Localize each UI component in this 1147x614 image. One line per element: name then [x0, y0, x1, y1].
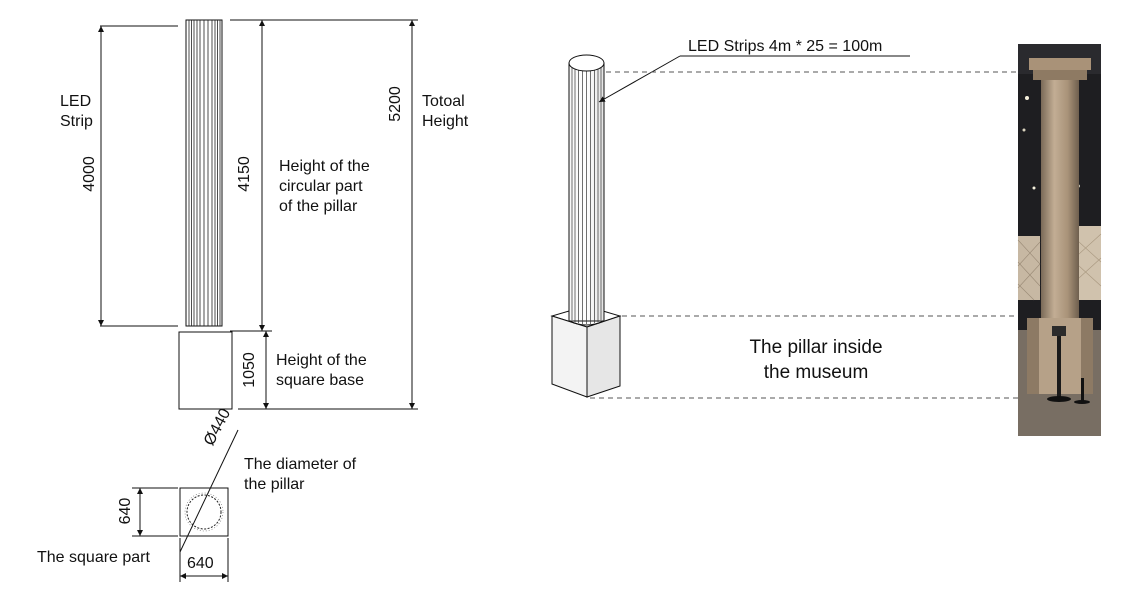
plan-view [179, 429, 239, 553]
square-horizontal-value: 640 [187, 555, 214, 572]
base-height-label: Height of the square base [276, 352, 367, 389]
guide-lines [590, 71, 1088, 399]
dimension-square-vertical [132, 487, 178, 537]
dimension-led-length [98, 25, 178, 327]
museum-caption: The pillar inside the museum [749, 337, 883, 383]
flute-lines [188, 20, 221, 326]
diameter-label: The diameter of the pillar [244, 456, 357, 493]
total-height-value: 5200 [387, 86, 404, 122]
square-vertical-value: 640 [117, 497, 134, 525]
dimension-square-horizontal [179, 538, 229, 582]
diameter-leader [179, 429, 239, 553]
led-length-value: 4000 [81, 156, 98, 192]
isometric-pillar [550, 54, 622, 398]
total-height-label: Totoal Height [422, 93, 469, 130]
dimension-total-height [262, 19, 418, 410]
circular-height-value: 4150 [236, 156, 253, 192]
circular-height-label: Height of the circular part of the pilla… [279, 158, 370, 215]
base-height-value: 1050 [241, 352, 258, 388]
elevation-base [178, 331, 233, 410]
square-part-label: The square part [37, 549, 150, 566]
led-strip-label: LED Strip [60, 93, 93, 130]
dimension-base-height [238, 331, 272, 410]
museum-photo [1017, 44, 1102, 436]
led-strips-callout: LED Strips 4m * 25 = 100m [688, 38, 883, 55]
led-callout-leader [598, 55, 910, 103]
elevation-column [178, 19, 233, 410]
